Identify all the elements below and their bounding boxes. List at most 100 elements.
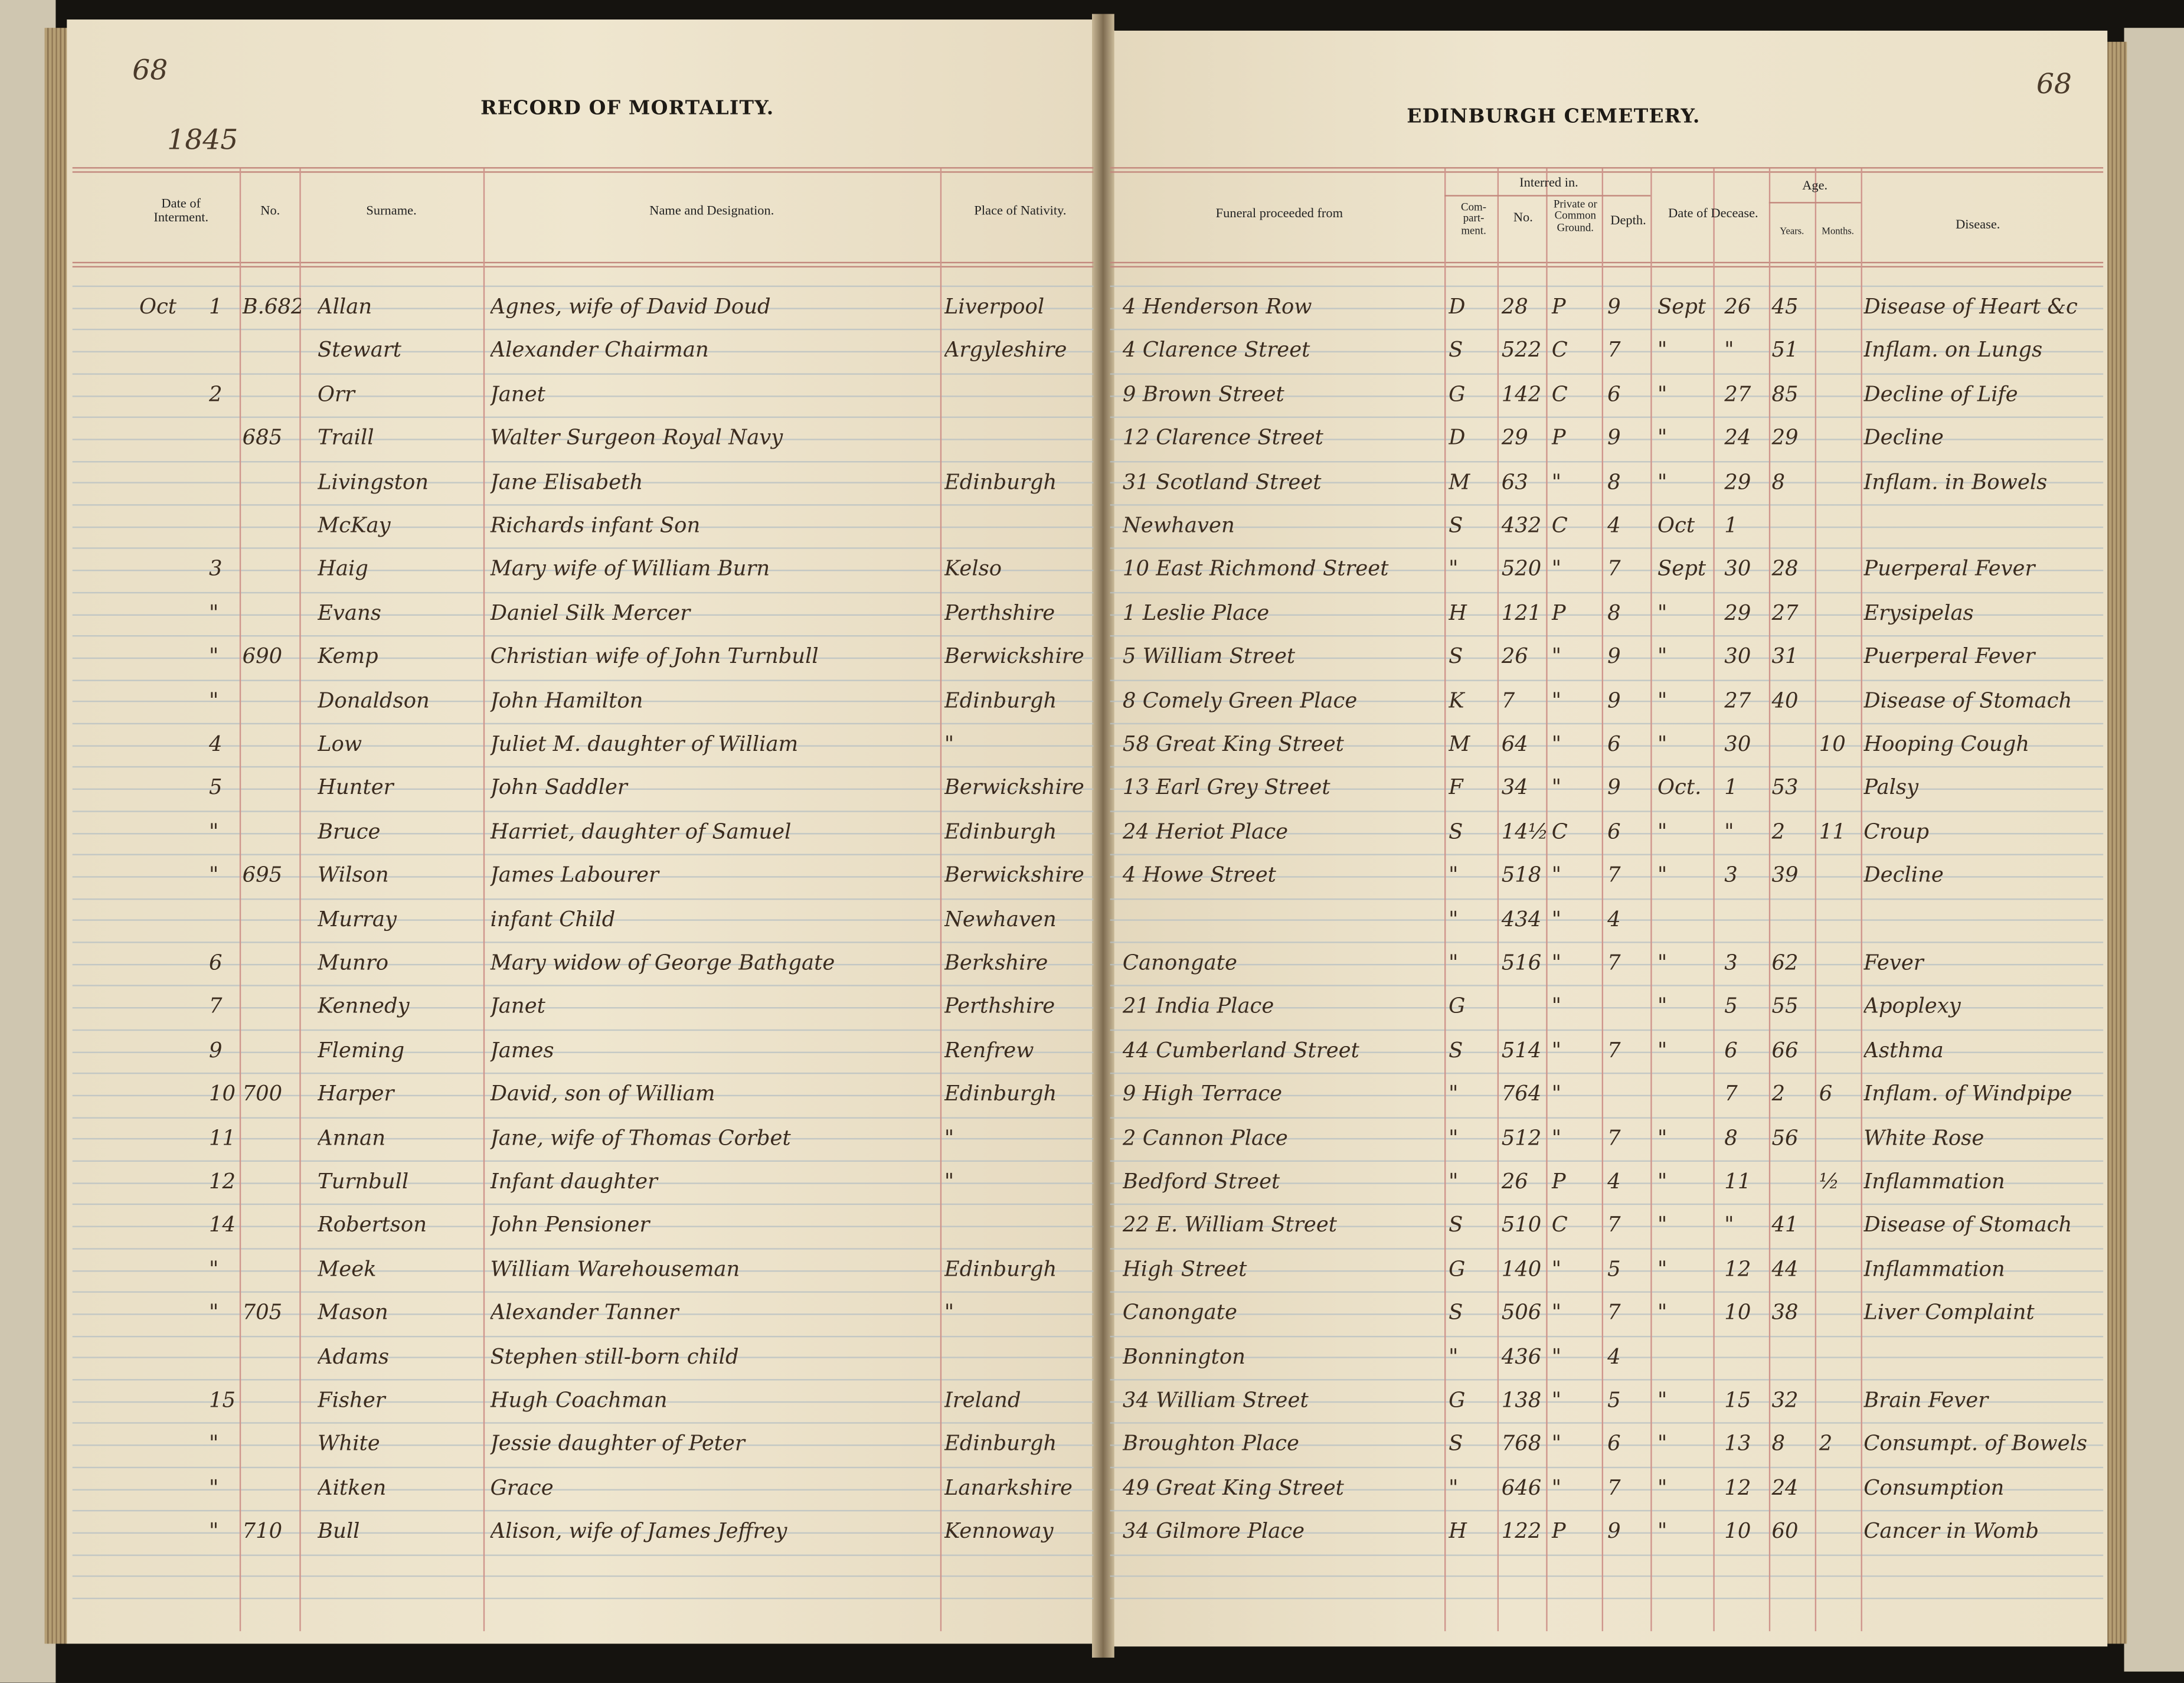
ledger-rule (1110, 1379, 2104, 1381)
cell-surname: Adams (318, 1344, 390, 1369)
ledger-rule (72, 1597, 1094, 1599)
ledger-rule (1110, 394, 2104, 397)
left-page-number: 68 (132, 53, 168, 87)
cell-decease_day: 13 (1724, 1431, 1751, 1456)
cell-depth: 4 (1607, 512, 1621, 538)
age-rule (1768, 202, 1861, 204)
cell-depth: 9 (1607, 293, 1621, 319)
cell-funeral: 4 Howe Street (1122, 862, 1276, 888)
cell-ground: " (1551, 906, 1562, 932)
interred-rule (1444, 195, 1651, 197)
ledger-rule (1110, 898, 2104, 900)
cell-day: " (208, 819, 219, 844)
cell-day: 12 (208, 1168, 236, 1194)
ledger-rule (1110, 416, 2104, 419)
ledger-rule (1110, 504, 2104, 506)
ledger-rule (72, 1160, 1094, 1162)
cell-no: 685 (242, 425, 283, 450)
cell-disease: Erysipelas (1863, 600, 1974, 626)
header-rule (1110, 167, 2104, 169)
left-page-title: RECORD OF MORTALITY. (480, 97, 774, 120)
cell-age_years: 51 (1771, 337, 1799, 363)
cell-decease_day: 30 (1724, 731, 1751, 757)
cell-day: 9 (208, 1037, 223, 1063)
cell-depth: 7 (1607, 862, 1621, 888)
cell-grave_no: 506 (1501, 1300, 1542, 1325)
cell-name: Janet (490, 994, 545, 1019)
header-grave-no: No. (1513, 211, 1533, 226)
cell-name: Christian wife of John Turnbull (490, 643, 819, 669)
cell-decease_day: 8 (1724, 1125, 1738, 1151)
ledger-rule (1110, 548, 2104, 550)
ledger-rule (1110, 1597, 2104, 1599)
ledger-rule (1110, 1029, 2104, 1031)
ledger-rule (72, 1379, 1094, 1381)
header-rule (1110, 266, 2104, 268)
header-surname: Surname. (366, 204, 417, 219)
column-rule (483, 168, 485, 1632)
cell-surname: Robertson (318, 1212, 427, 1238)
ledger-rule (72, 1313, 1094, 1315)
cell-name: Harriet, daughter of Samuel (490, 819, 792, 844)
cell-surname: Livingston (318, 469, 429, 494)
ledger-rule (1110, 1466, 2104, 1468)
cell-day: " (208, 1475, 219, 1500)
cell-day: " (208, 1518, 219, 1544)
cell-grave_no: 28 (1501, 293, 1528, 319)
cell-age_years: 45 (1771, 293, 1799, 319)
cell-disease: Apoplexy (1863, 994, 1961, 1019)
ledger-rule (72, 526, 1094, 528)
cell-surname: Aitken (318, 1475, 387, 1500)
cell-grave_no: 64 (1501, 731, 1528, 757)
cell-depth: 7 (1607, 556, 1621, 581)
cell-decease_day: 3 (1724, 862, 1738, 888)
ledger-rule (1110, 875, 2104, 878)
cell-no: 710 (242, 1518, 283, 1544)
cell-name: Stephen still-born child (490, 1344, 739, 1369)
cell-compartment: G (1449, 381, 1466, 407)
column-rule (1546, 168, 1548, 1632)
cell-ground: C (1551, 381, 1568, 407)
cell-disease: Fever (1863, 950, 1924, 975)
cell-nativity: Edinburgh (944, 1431, 1057, 1456)
cell-age_years: 85 (1771, 381, 1799, 407)
cell-funeral: Canongate (1122, 1300, 1237, 1325)
header-name-designation: Name and Designation. (649, 204, 774, 219)
cell-day: 11 (208, 1125, 236, 1151)
cell-grave_no: 520 (1501, 556, 1542, 581)
cell-funeral: 8 Comely Green Place (1122, 687, 1358, 713)
cell-age_months: 6 (1819, 1081, 1833, 1107)
header-ground: Private or Common Ground. (1553, 198, 1597, 234)
cell-decease_day: 26 (1724, 293, 1751, 319)
ledger-rule (1110, 591, 2104, 593)
cell-disease: Inflam. on Lungs (1863, 337, 2043, 363)
ledger-rule (72, 920, 1094, 921)
cell-age_months: 2 (1819, 1431, 1833, 1456)
cell-compartment: M (1449, 469, 1470, 494)
cell-ground: " (1551, 1387, 1562, 1413)
cell-compartment: G (1449, 1387, 1466, 1413)
ledger-rule (1110, 351, 2104, 353)
cell-grave_no: 512 (1501, 1125, 1542, 1151)
cell-no: 705 (242, 1300, 283, 1325)
cell-funeral: 12 Clarence Street (1122, 425, 1323, 450)
header-date-of-interment: Date of Interment. (153, 198, 209, 226)
cell-name: John Hamilton (490, 687, 643, 713)
cell-nativity: Edinburgh (944, 1081, 1057, 1107)
cell-disease: Puerperal Fever (1863, 643, 2035, 669)
cell-ground: " (1551, 556, 1562, 581)
cell-decease_month: Sept (1657, 556, 1706, 581)
cell-depth: 7 (1607, 1125, 1621, 1151)
cell-name: Jessie daughter of Peter (490, 1431, 745, 1456)
cell-name: David, son of William (490, 1081, 715, 1107)
cell-depth: 4 (1607, 1344, 1621, 1369)
cell-ground: " (1551, 774, 1562, 800)
cell-nativity: Liverpool (944, 293, 1045, 319)
cell-compartment: S (1449, 1300, 1463, 1325)
cell-disease: Disease of Stomach (1863, 687, 2072, 713)
ledger-rule (1110, 920, 2104, 921)
cell-decease_day: 12 (1724, 1475, 1751, 1500)
cell-nativity: Berwickshire (944, 862, 1084, 888)
cell-decease_month: Sept (1657, 293, 1706, 319)
ledger-rule (1110, 307, 2104, 309)
